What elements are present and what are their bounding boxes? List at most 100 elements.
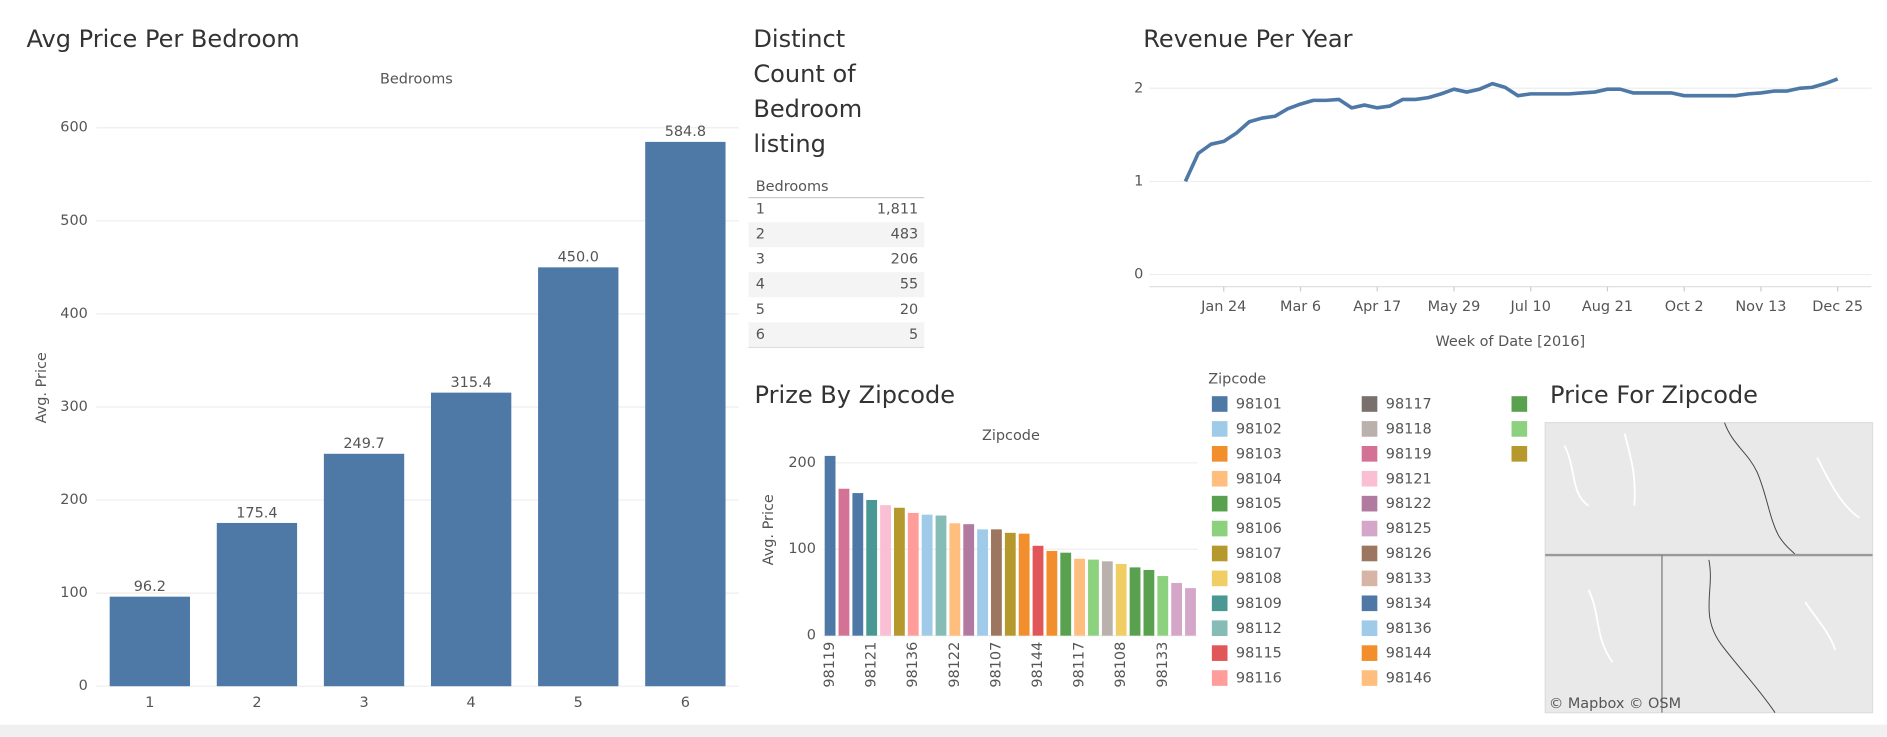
legend-label: 98109	[1236, 596, 1282, 612]
table-cell: 1	[756, 202, 765, 218]
x-tick-label: 4	[467, 695, 476, 711]
y-tick-label: 100	[60, 585, 88, 601]
bar	[1185, 588, 1196, 636]
bar	[645, 141, 726, 687]
bar	[1074, 558, 1086, 636]
y-axis-label: Avg. Price	[761, 494, 777, 565]
legend-swatch	[1361, 595, 1378, 612]
legend-label: 98136	[1386, 621, 1432, 637]
x-tick-label: 98108	[1113, 642, 1129, 688]
legend-swatch	[1211, 620, 1228, 637]
x-tick-label: May 29	[1428, 299, 1481, 315]
chart-title: Revenue Per Year	[1143, 25, 1352, 53]
bar	[824, 455, 836, 636]
table-header: Bedrooms	[756, 179, 829, 195]
legend-swatch	[1361, 421, 1378, 437]
x-tick-label: Oct 2	[1665, 299, 1704, 315]
x-tick-label: 5	[574, 695, 583, 711]
y-tick-label: 100	[788, 541, 816, 557]
y-tick-label: 200	[60, 492, 88, 508]
bar	[216, 522, 298, 687]
x-axis-label: Week of Date [2016]	[1435, 334, 1585, 350]
x-tick-label: Mar 6	[1280, 299, 1321, 315]
x-tick-label: 98107	[988, 642, 1004, 688]
y-tick-label: 0	[1134, 267, 1143, 283]
y-tick-label: 500	[60, 213, 88, 229]
legend-label: 98118	[1386, 422, 1432, 438]
value-label: 175.4	[236, 505, 277, 521]
bar	[852, 493, 864, 636]
x-tick-label: 6	[681, 695, 690, 711]
x-tick-label: 98144	[1030, 642, 1046, 688]
table-cell: 1,811	[877, 202, 918, 218]
table-cell: 483	[891, 227, 919, 243]
legend-label: 98106	[1236, 521, 1282, 537]
bar	[907, 512, 919, 636]
legend-swatch	[1361, 545, 1378, 562]
x-tick-label: 98122	[947, 642, 963, 688]
legend-label: 98108	[1236, 571, 1282, 587]
bar	[1032, 545, 1044, 636]
table-cell: 4	[756, 277, 765, 293]
table-title-box: Distinct Count of Bedroom listing	[753, 24, 863, 158]
table-row-band	[748, 272, 925, 298]
legend-label: 98116	[1236, 671, 1282, 687]
bar	[109, 596, 190, 687]
bar	[430, 392, 512, 687]
legend-label: 98125	[1386, 521, 1432, 537]
chart-title: Avg Price Per Bedroom	[26, 25, 299, 53]
legend-label: 98112	[1236, 621, 1282, 637]
x-tick-label: Apr 17	[1353, 299, 1401, 315]
x-tick-label: 2	[252, 695, 261, 711]
y-tick-label: 0	[807, 628, 816, 644]
legend-label: 98133	[1386, 571, 1432, 587]
y-axis-label: Avg. Price	[34, 352, 50, 423]
y-tick-label: 300	[60, 399, 88, 415]
legend-label: 98101	[1236, 397, 1282, 413]
value-label: 96.2	[134, 579, 166, 595]
bar	[1129, 567, 1141, 636]
map-border	[1708, 559, 1776, 713]
table-cell: 5	[909, 327, 918, 343]
legend-label: 98122	[1386, 496, 1432, 512]
legend-swatch	[1511, 396, 1528, 412]
bar	[538, 267, 619, 687]
x-tick-label: 98119	[822, 642, 838, 688]
bar	[1088, 559, 1099, 636]
value-label: 584.8	[665, 124, 706, 140]
bar	[977, 529, 988, 636]
bar	[1060, 552, 1072, 636]
column-header: Zipcode	[982, 428, 1040, 444]
legend-label: 98107	[1236, 546, 1282, 562]
legend-swatch	[1211, 470, 1228, 487]
legend-swatch	[1211, 545, 1228, 562]
bar	[1157, 576, 1169, 636]
bar	[1143, 569, 1155, 636]
table-cell: 5	[756, 302, 765, 318]
chart-title: Price For Zipcode	[1550, 381, 1758, 409]
table-row-band	[748, 322, 925, 348]
bar	[1018, 533, 1030, 636]
legend-label: 98144	[1386, 646, 1432, 662]
toolbar	[0, 724, 1887, 737]
map-attribution: © Mapbox © OSM	[1549, 696, 1681, 712]
legend-label: 98102	[1236, 422, 1282, 438]
table-cell: 206	[891, 252, 919, 268]
value-label: 315.4	[450, 375, 491, 391]
legend-label: 98103	[1236, 446, 1282, 462]
map-river	[1563, 433, 1860, 663]
legend-swatch	[1361, 620, 1378, 637]
table-title: Distinct Count of Bedroom listing	[753, 24, 863, 158]
legend-swatch	[1361, 396, 1378, 412]
y-tick-label: 1	[1134, 173, 1143, 189]
x-tick-label: 98133	[1155, 642, 1171, 688]
y-tick-label: 600	[60, 120, 88, 136]
bar	[323, 453, 405, 687]
legend-swatch	[1361, 470, 1378, 487]
x-tick-label: 98136	[905, 642, 921, 688]
x-tick-label: 98117	[1072, 642, 1088, 688]
table-cell: 55	[900, 277, 918, 293]
legend-label: 98134	[1386, 596, 1432, 612]
legend-swatch	[1211, 645, 1228, 661]
